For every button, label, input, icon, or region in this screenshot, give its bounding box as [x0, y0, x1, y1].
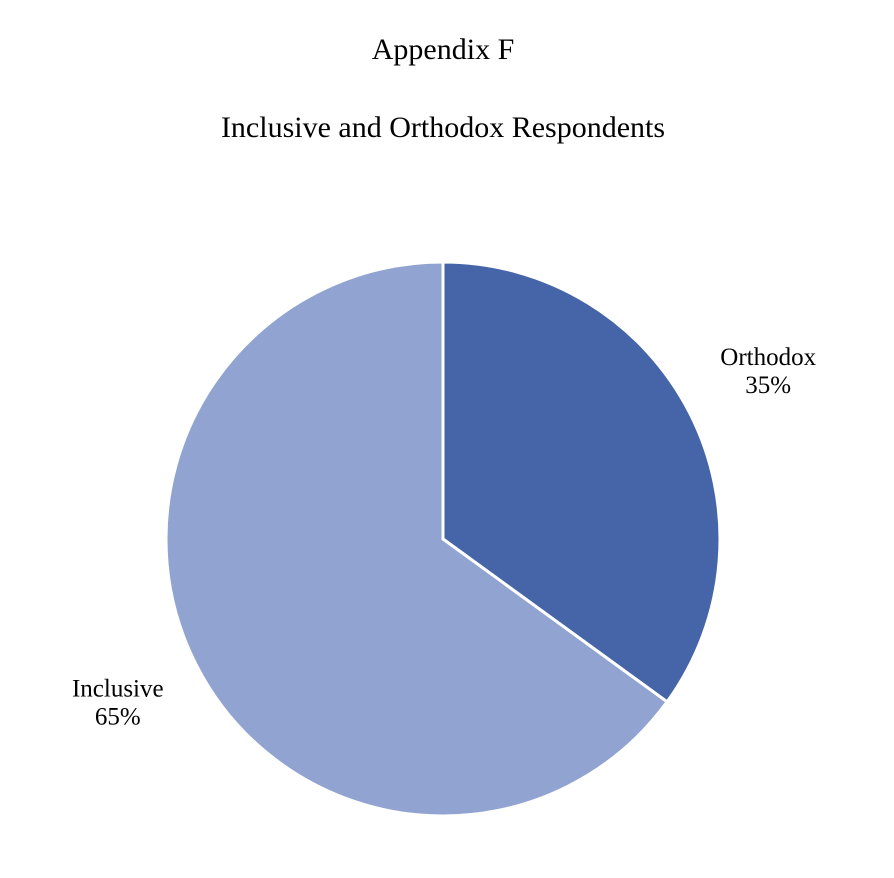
chart-subtitle: Inclusive and Orthodox Respondents	[221, 111, 665, 144]
pie-slice	[441, 260, 722, 704]
pie-slice	[164, 260, 670, 818]
chart-title: Appendix F	[372, 33, 515, 66]
slice-value-label: 35%	[745, 372, 791, 399]
slice-label: Inclusive	[72, 675, 164, 702]
slice-label: Orthodox	[720, 344, 816, 371]
slice-value-label: 65%	[95, 703, 141, 730]
